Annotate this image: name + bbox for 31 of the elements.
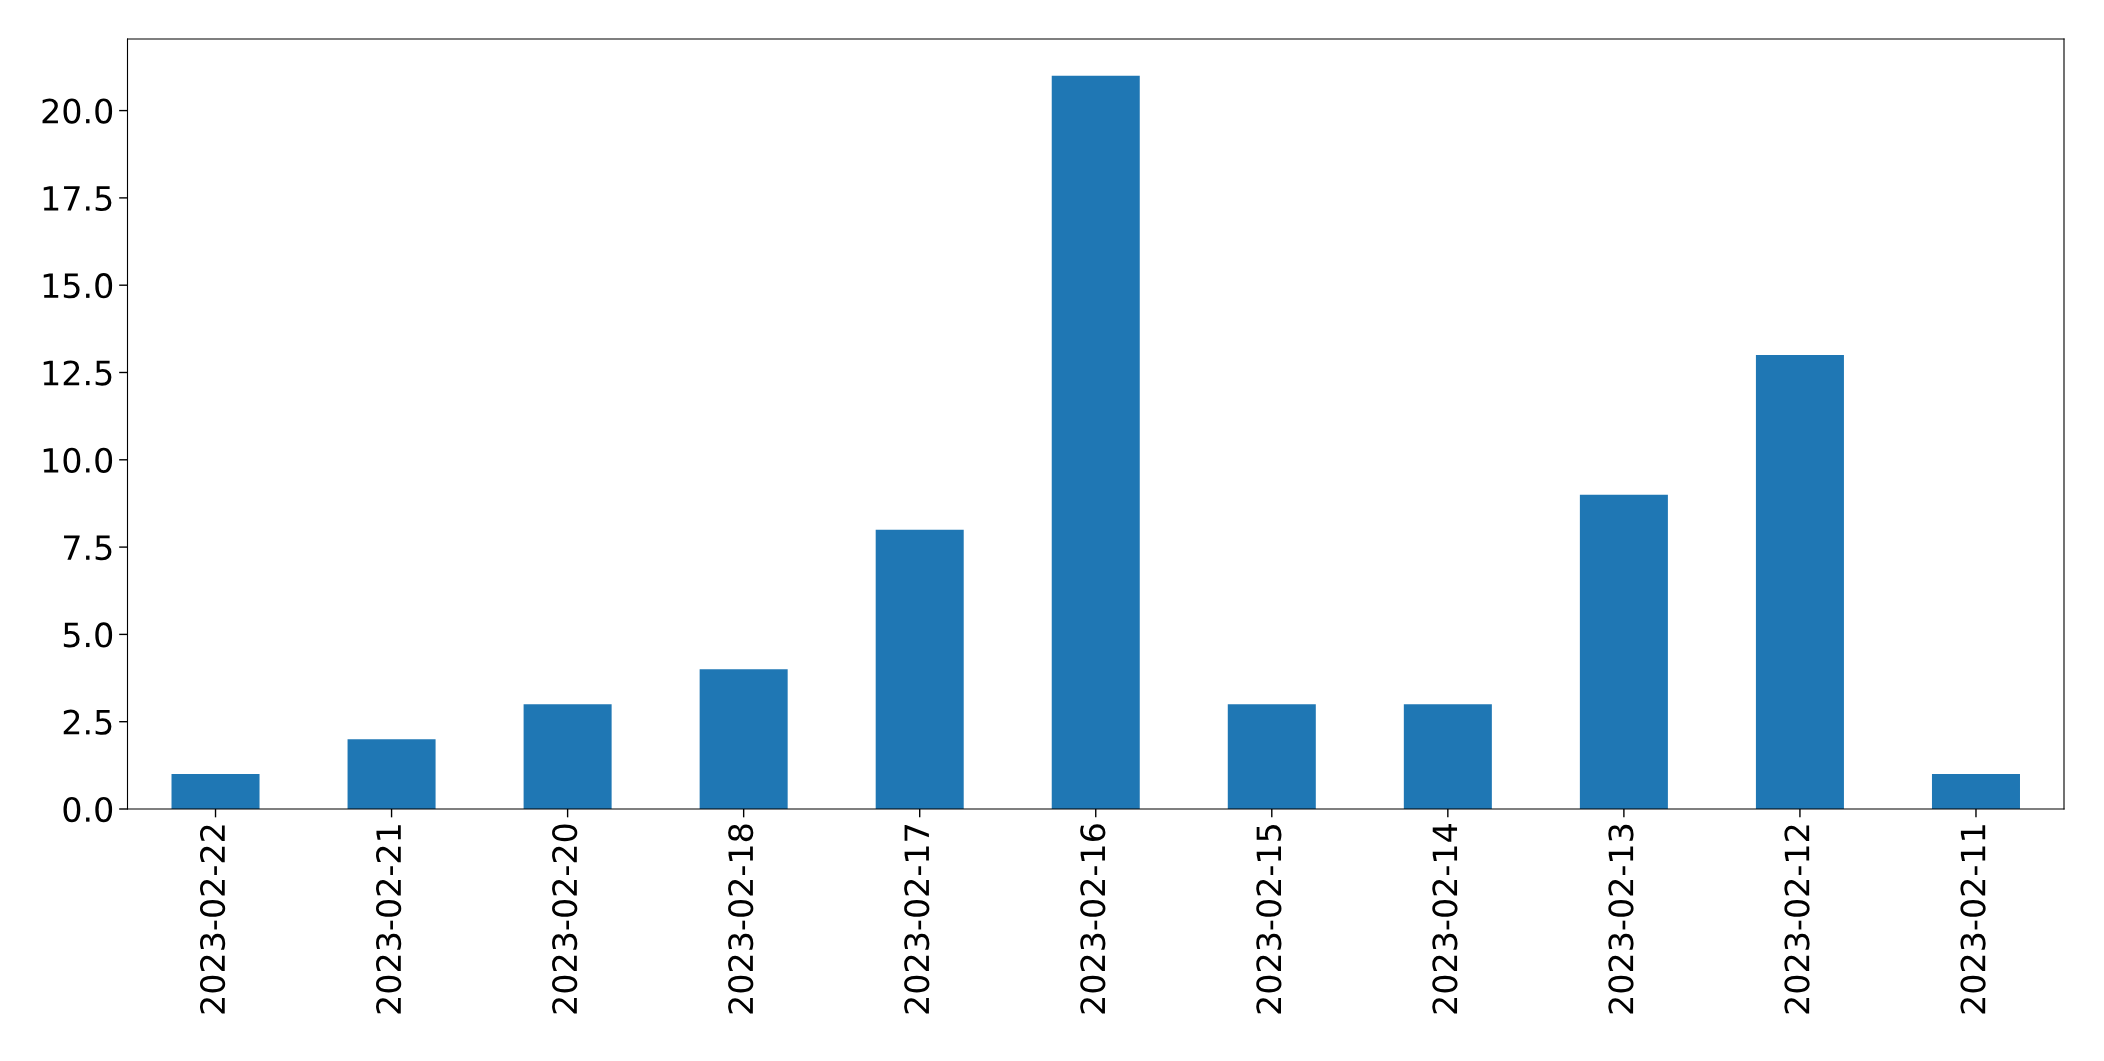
- x-tick-label: 2023-02-20: [552, 824, 578, 1014]
- x-tick-label: 2023-02-13: [1608, 824, 1634, 1014]
- x-tick-label: 2023-02-16: [1080, 824, 1106, 1014]
- x-tick-label: 2023-02-18: [728, 824, 754, 1014]
- x-tick-label: 2023-02-17: [904, 825, 930, 1014]
- y-tick-label: 17.5: [43, 186, 112, 212]
- y-tick-label: 0.0: [63, 796, 113, 823]
- y-tick-label: 7.5: [64, 535, 112, 561]
- y-tick-label: 10.0: [43, 447, 113, 473]
- x-tick-label: 2023-02-14: [1432, 824, 1458, 1014]
- x-tick-label: 2023-02-21: [376, 825, 402, 1014]
- x-tick-label: 2023-02-12: [1784, 825, 1810, 1014]
- y-tick-label: 5.0: [63, 622, 113, 648]
- bar: [1051, 75, 1140, 809]
- bar: [1755, 355, 1844, 809]
- x-tick-label: 2023-02-11: [1960, 825, 1986, 1014]
- y-tick-label: 2.5: [63, 709, 112, 735]
- bar: [1227, 704, 1316, 809]
- y-tick-label: 12.5: [43, 360, 112, 386]
- bar: [1403, 704, 1492, 809]
- y-tick-label: 15.0: [43, 273, 113, 299]
- y-tick-label: 20.0: [42, 98, 113, 124]
- bar: [347, 739, 436, 809]
- bar: [1579, 494, 1668, 809]
- bar: [171, 774, 260, 809]
- bar: [875, 529, 964, 809]
- bar: [699, 669, 788, 809]
- bar: [523, 704, 612, 809]
- x-tick-label: 2023-02-15: [1256, 825, 1282, 1014]
- bar: [1931, 774, 2020, 809]
- x-tick-label: 2023-02-22: [199, 825, 226, 1014]
